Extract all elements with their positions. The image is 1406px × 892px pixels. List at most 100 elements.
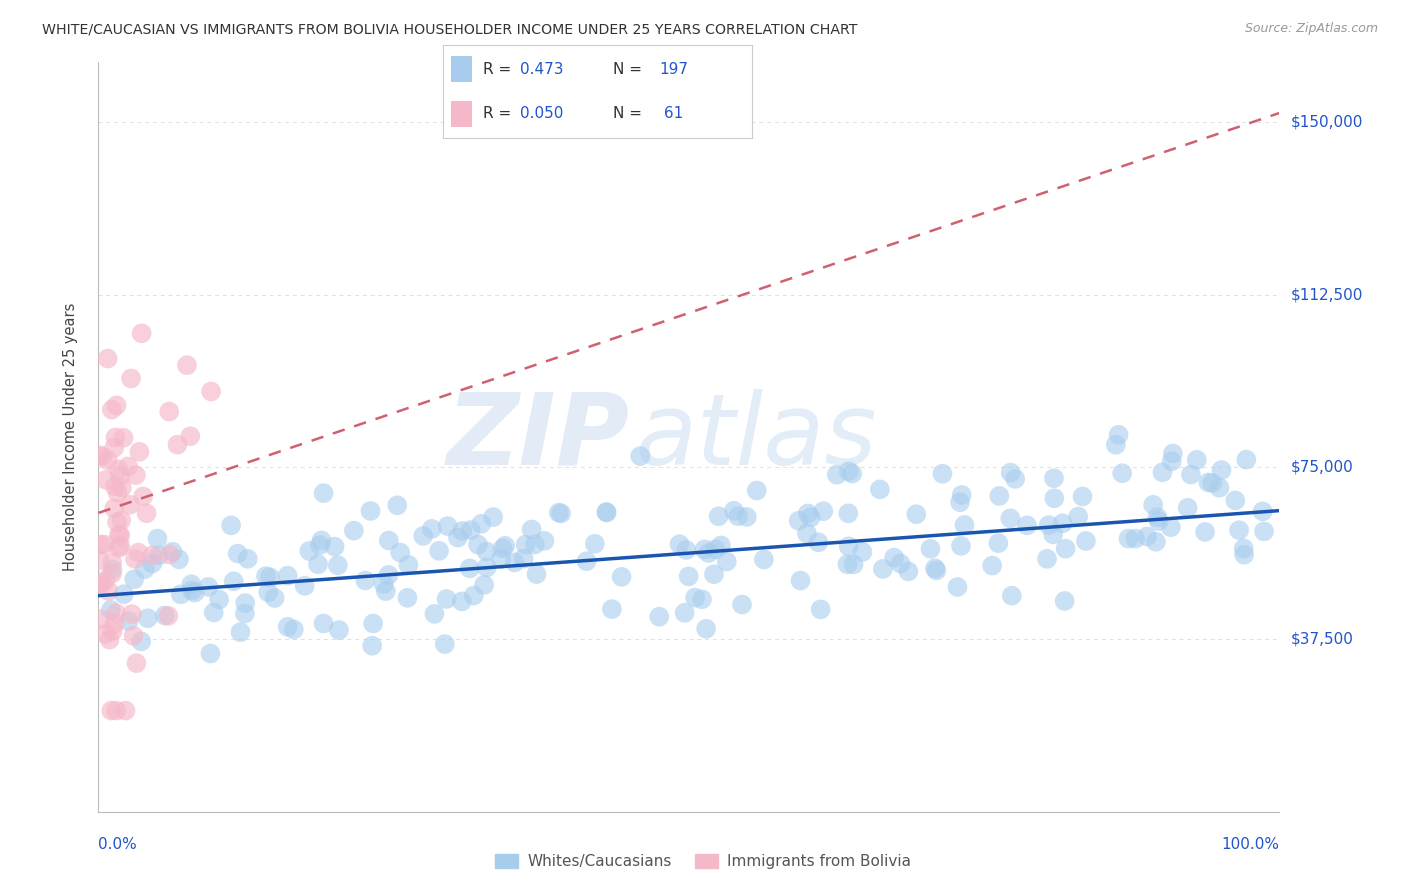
Point [472, 578, 495, 592]
Point [89, 553, 111, 567]
Point [526, 567, 548, 582]
Point [110, 539, 132, 553]
Point [118, 498, 141, 512]
Point [146, 532, 169, 546]
Point [157, 548, 180, 562]
Point [170, 587, 193, 601]
Text: 61: 61 [659, 106, 683, 121]
Point [704, 542, 727, 557]
Point [90, 577, 112, 591]
Point [104, 616, 127, 631]
Point [1177, 500, 1199, 515]
Point [121, 607, 143, 621]
Point [533, 533, 555, 548]
Point [361, 616, 384, 631]
Point [141, 549, 163, 563]
Point [378, 533, 401, 548]
Point [107, 462, 129, 476]
Text: $150,000: $150,000 [1291, 115, 1362, 129]
Point [897, 565, 920, 579]
Point [91, 450, 114, 464]
Point [1225, 493, 1247, 508]
Point [703, 567, 725, 582]
Point [810, 602, 832, 616]
Point [690, 592, 713, 607]
Point [200, 384, 222, 399]
Point [1152, 465, 1174, 479]
Point [259, 570, 281, 584]
Point [179, 429, 201, 443]
Point [520, 523, 543, 537]
Point [219, 518, 242, 533]
Point [800, 510, 823, 524]
Point [512, 551, 534, 566]
Point [236, 551, 259, 566]
Point [678, 569, 700, 583]
Point [950, 539, 973, 553]
FancyBboxPatch shape [450, 56, 472, 82]
Point [105, 515, 128, 529]
Point [148, 549, 170, 563]
Text: N =: N = [613, 62, 647, 77]
Text: R =: R = [484, 106, 516, 121]
Point [377, 568, 399, 582]
Point [600, 602, 623, 616]
Point [100, 704, 122, 718]
Point [105, 398, 128, 412]
Point [931, 467, 953, 481]
Text: 0.473: 0.473 [520, 62, 564, 77]
Point [103, 441, 125, 455]
Point [825, 467, 848, 482]
Point [949, 495, 972, 509]
Point [104, 430, 127, 444]
Point [494, 539, 516, 553]
Point [112, 431, 135, 445]
Point [122, 572, 145, 586]
Point [988, 489, 1011, 503]
Point [436, 592, 458, 607]
Point [127, 545, 149, 559]
Point [707, 509, 730, 524]
Point [796, 526, 818, 541]
Point [731, 598, 754, 612]
Point [131, 326, 153, 341]
Point [837, 506, 859, 520]
Point [838, 464, 860, 478]
Point [125, 656, 148, 670]
Point [373, 577, 395, 591]
Y-axis label: Householder Income Under 25 years: Householder Income Under 25 years [63, 303, 77, 571]
Point [94, 574, 117, 588]
Point [202, 606, 225, 620]
Point [523, 537, 546, 551]
Point [374, 584, 396, 599]
Point [423, 607, 446, 621]
Point [166, 437, 188, 451]
Point [946, 580, 969, 594]
Point [1071, 490, 1094, 504]
Point [257, 585, 280, 599]
Point [842, 558, 865, 572]
Point [312, 616, 335, 631]
Point [1233, 548, 1256, 562]
Point [387, 498, 409, 512]
Point [1118, 532, 1140, 546]
Point [89, 612, 111, 626]
Point [1105, 438, 1128, 452]
Point [550, 507, 572, 521]
Point [716, 555, 738, 569]
Point [117, 459, 139, 474]
Point [101, 566, 124, 581]
Point [298, 544, 321, 558]
Point [925, 563, 948, 577]
Point [460, 523, 482, 537]
Point [1234, 452, 1257, 467]
Point [128, 444, 150, 458]
Point [277, 620, 299, 634]
Point [360, 504, 382, 518]
Point [1233, 541, 1256, 556]
Point [105, 704, 128, 718]
Point [222, 574, 245, 589]
Point [122, 629, 145, 643]
Point [117, 614, 139, 628]
Point [157, 404, 180, 418]
